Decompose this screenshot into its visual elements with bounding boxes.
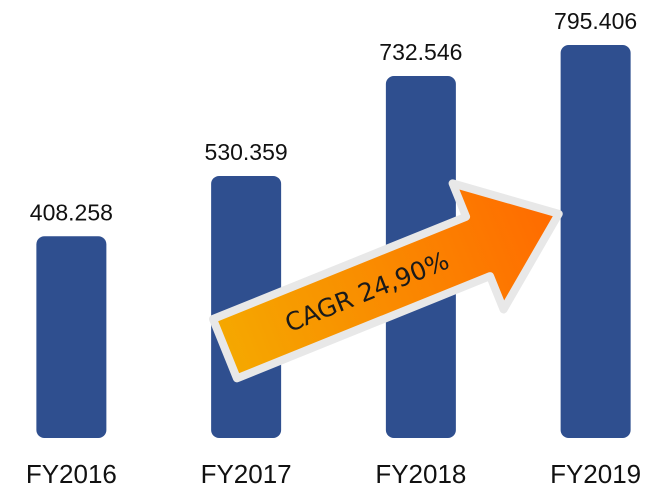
value-label: 530.359 [205,139,288,165]
bar [560,45,631,438]
value-label: 795.406 [554,8,637,34]
arrow-shape [208,179,563,383]
x-tick-label: FY2018 [375,459,466,489]
value-label: 732.546 [379,39,462,65]
x-tick-label: FY2017 [201,459,292,489]
bar [36,236,107,438]
x-tick-label: FY2019 [550,459,641,489]
bars: 408.258 FY2016 530.359 FY2017 732.546 FY2018 7… [26,8,641,489]
value-label: 408.258 [30,199,113,225]
x-tick-label: FY2016 [26,459,117,489]
